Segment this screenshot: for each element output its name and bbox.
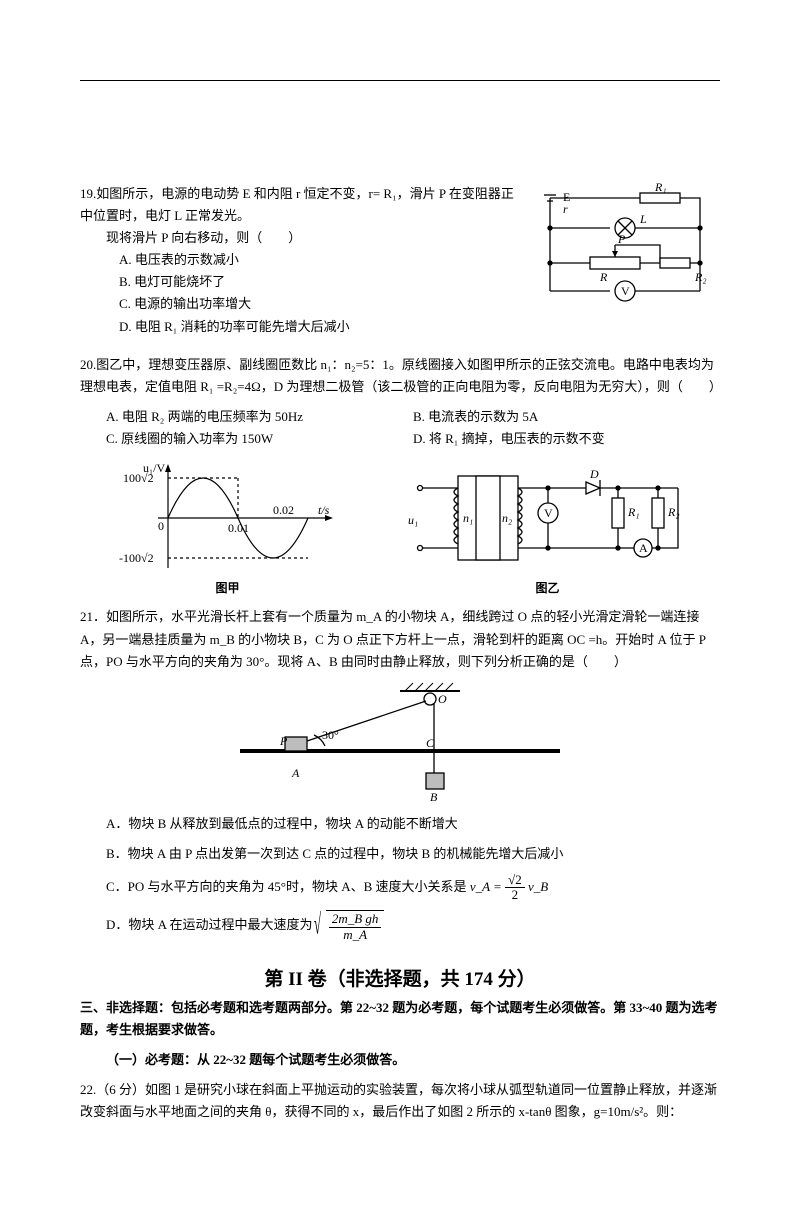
label-V: V (621, 284, 630, 298)
label-angle: 30° (322, 728, 339, 742)
section2-line1: 三、非选择题：包括必考题和选考题两部分。第 22~32 题为必考题，每个试题考生… (80, 997, 720, 1041)
label-Bblk: B (430, 790, 438, 801)
q21-C-num: √2 (505, 873, 525, 888)
q21-C-eqleft: v_A = (470, 879, 502, 894)
q21-D-prefix: D．物块 A 在运动过程中最大速度为 (106, 917, 313, 932)
q19-opt-D: D. 电阻 R₁ 消耗的功率可能先增大后减小 (80, 316, 524, 338)
section2-heading: 第 II 卷（非选择题，共 174 分） (80, 964, 720, 991)
q21-D-den: m_A (329, 928, 382, 942)
q20-opt-D: D. 将 R₁ 摘掉，电压表的示数不变 (413, 428, 720, 450)
q20-opt-C: C. 原线圈的输入功率为 150W (106, 428, 413, 450)
q20-sine-graph: 100√2 -100√2 0 0.01 0.02 t/s u₁/V (113, 458, 343, 578)
q20-stem: 图乙中，理想变压器原、副线圈匝数比 n₁：n₂=5：1。原线圈接入如图甲所示的正… (80, 357, 722, 394)
label-n1: n₁ (463, 511, 473, 525)
q21-opt-A: A．物块 B 从释放到最低点的过程中，物块 A 的动能不断增大 (80, 813, 720, 835)
q20-caption-a: 图甲 (113, 578, 343, 598)
label-O: O (438, 692, 447, 706)
q20-caption-b: 图乙 (408, 578, 688, 598)
ylabel: u₁/V (143, 461, 166, 475)
exam-page: 19.如图所示，电源的电动势 E 和内阻 r 恒定不变，r= R₁，滑片 P 在… (0, 80, 800, 1212)
label-R1b: R₁ (627, 505, 640, 519)
q22-stem: （6 分）如图 1 是研究小球在斜面上平抛运动的实验装置，每次将小球从弧型轨道同… (80, 1082, 717, 1119)
q20-transformer-circuit: u₁ n₁ n₂ (408, 458, 688, 578)
label-D: D (589, 467, 599, 481)
q21-C-prefix: C．PO 与水平方向的夹角为 45°时，物块 A、B 速度大小关系是 (106, 879, 470, 894)
xtick-2: 0.02 (273, 503, 294, 517)
xtick-0: 0 (158, 519, 164, 533)
q21-C-frac: √2 2 (505, 873, 525, 903)
label-r: r (563, 202, 568, 216)
q20-opt-B: B. 电流表的示数为 5A (413, 406, 720, 428)
q19-opt-B: B. 电灯可能烧坏了 (80, 271, 524, 293)
q21-pulley-figure: O P A 30° C B (230, 681, 570, 801)
q21-D-sqrt: 2m_B gh m_A (316, 910, 385, 942)
q21-opt-C: C．PO 与水平方向的夹角为 45°时，物块 A、B 速度大小关系是 v_A =… (80, 873, 720, 903)
q20-opt-A: A. 电阻 R₂ 两端的电压频率为 50Hz (106, 406, 413, 428)
q20-number: 20. (80, 357, 96, 372)
q21-opt-B: B．物块 A 由 P 点出发第一次到达 C 点的过程中，物块 B 的机械能先增大… (80, 843, 720, 865)
q19-stem2: 现将滑片 P 向右移动，则（ ） (80, 227, 524, 249)
question-19: 19.如图所示，电源的电动势 E 和内阻 r 恒定不变，r= R₁，滑片 P 在… (80, 183, 720, 338)
q19-circuit-diagram: E r R₁ L (530, 183, 720, 303)
q21-number: 21． (80, 609, 106, 624)
q19-opt-C: C. 电源的输出功率增大 (80, 293, 524, 315)
question-22: 22.（6 分）如图 1 是研究小球在斜面上平抛运动的实验装置，每次将小球从弧型… (80, 1079, 720, 1123)
label-Ablk: A (291, 766, 300, 780)
q21-opt-D: D．物块 A 在运动过程中最大速度为 2m_B gh m_A (80, 910, 720, 942)
q21-C-eqright: v_B (528, 879, 548, 894)
q21-figure-container: O P A 30° C B (80, 681, 720, 801)
xtick-1: 0.01 (228, 521, 249, 535)
q19-number: 19. (80, 186, 96, 201)
q20-graph-container: 100√2 -100√2 0 0.01 0.02 t/s u₁/V 图甲 (113, 458, 343, 598)
q21-C-den: 2 (505, 888, 525, 902)
ylabel-min: -100√2 (119, 551, 154, 565)
label-P: P (617, 232, 626, 246)
label-R2: R₂ (694, 270, 707, 284)
q20-circuit-container: u₁ n₁ n₂ (408, 458, 688, 598)
xlabel: t/s (318, 503, 330, 517)
label-V2: V (544, 506, 553, 520)
q22-number: 22. (80, 1082, 96, 1097)
section2-line2: （一）必考题：从 22~32 题每个试题考生必须做答。 (80, 1049, 720, 1071)
q21-stem: 如图所示，水平光滑长杆上套有一个质量为 m_A 的小物块 A，细线跨过 O 点的… (80, 609, 705, 668)
label-P2: P (279, 734, 288, 748)
label-L: L (639, 212, 647, 226)
q21-D-num: 2m_B gh (329, 912, 382, 927)
q19-opt-A: A. 电压表的示数减小 (80, 249, 524, 271)
label-R2b: R₂ (667, 505, 680, 519)
question-20: 20.图乙中，理想变压器原、副线圈匝数比 n₁：n₂=5：1。原线圈接入如图甲所… (80, 354, 720, 599)
question-21: 21．如图所示，水平光滑长杆上套有一个质量为 m_A 的小物块 A，细线跨过 O… (80, 606, 720, 942)
label-R: R (599, 270, 608, 284)
label-A: A (639, 541, 648, 555)
label-u1: u₁ (408, 513, 418, 527)
q19-stem1: 如图所示，电源的电动势 E 和内阻 r 恒定不变，r= R₁，滑片 P 在变阻器… (80, 186, 514, 223)
header-rule (80, 80, 720, 163)
label-n2: n₂ (502, 511, 512, 525)
label-R1: R₁ (654, 183, 667, 194)
